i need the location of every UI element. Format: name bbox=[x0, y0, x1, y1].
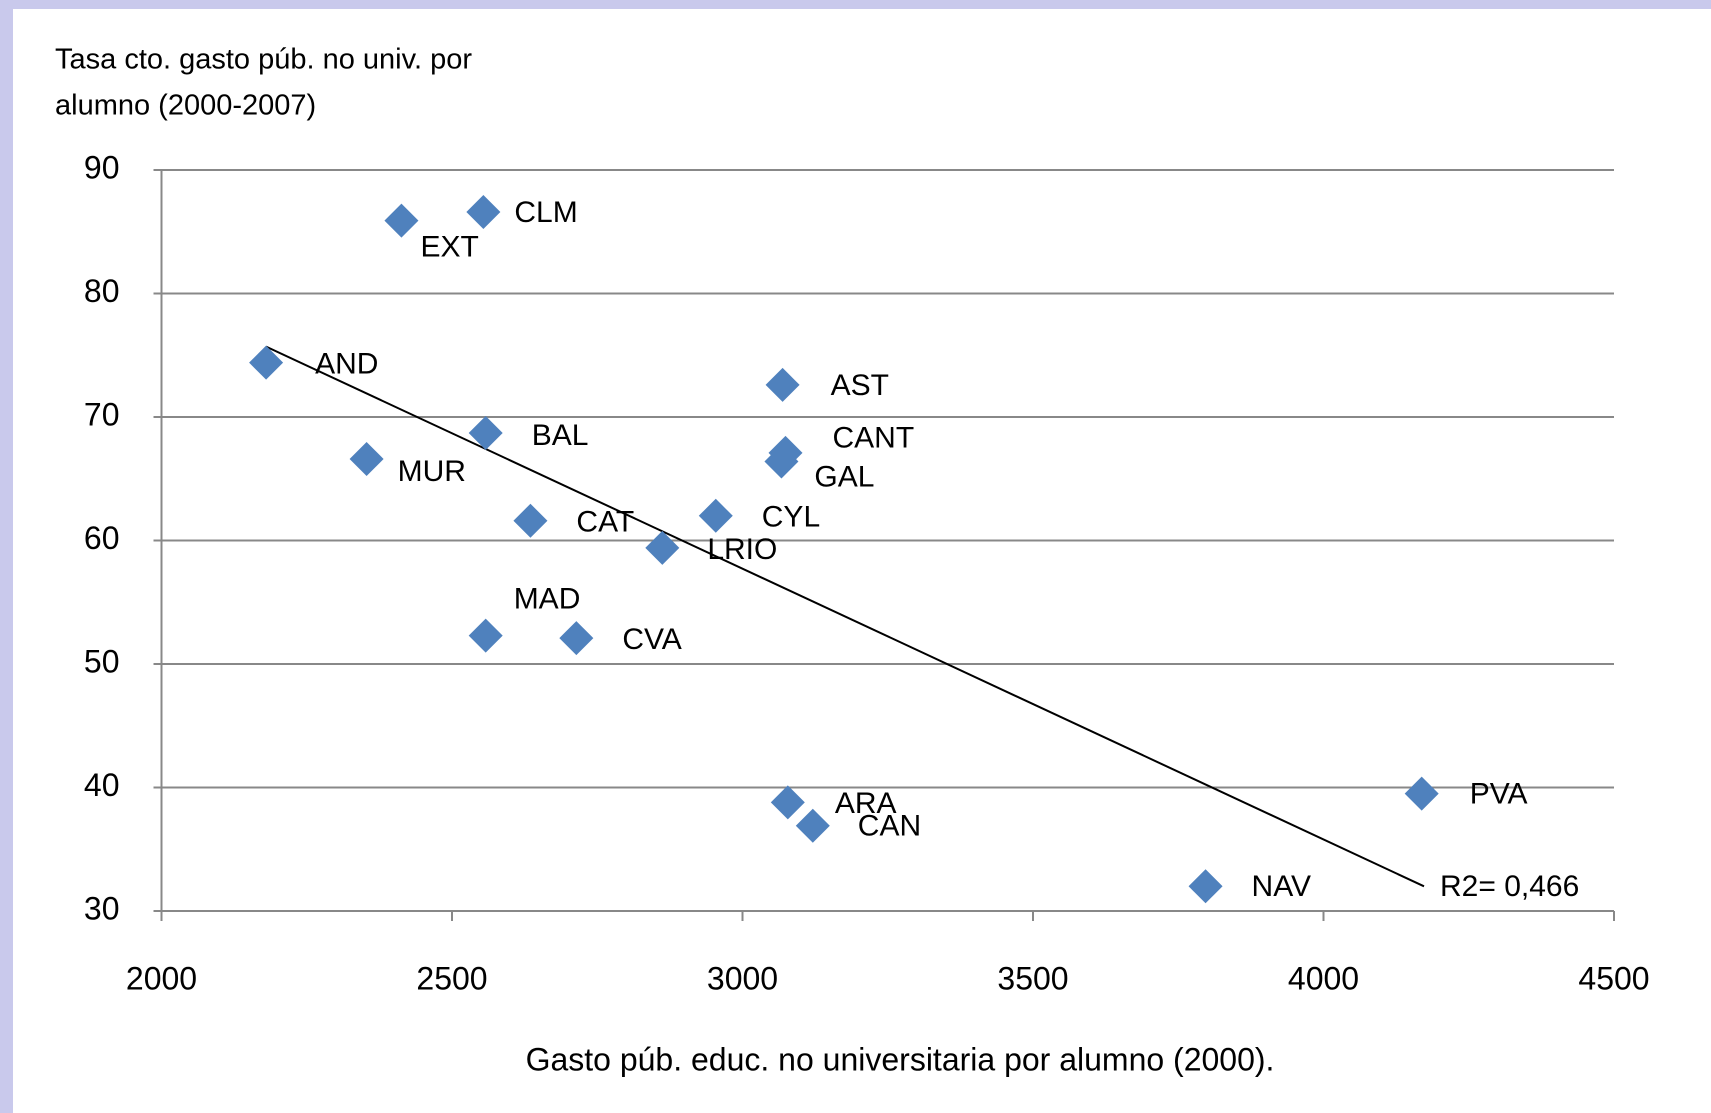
y-tick-label: 80 bbox=[84, 273, 120, 309]
point bbox=[249, 345, 284, 380]
x-tick-label: 2500 bbox=[416, 960, 487, 996]
point bbox=[770, 785, 805, 820]
y-axis-title: alumno (2000-2007) bbox=[55, 90, 316, 122]
point bbox=[466, 194, 501, 229]
point-label: ARA bbox=[835, 787, 897, 820]
point bbox=[513, 503, 548, 538]
x-axis-title: Gasto púb. educ. no universitaria por al… bbox=[526, 1041, 1275, 1077]
point-label: MUR bbox=[398, 455, 466, 488]
trend-line bbox=[265, 345, 1425, 888]
x-tick-label: 4000 bbox=[1288, 960, 1359, 996]
x-tick-label: 2000 bbox=[126, 960, 197, 996]
point bbox=[349, 441, 384, 476]
point-label: CANT bbox=[832, 422, 914, 455]
point-label: GAL bbox=[814, 460, 874, 493]
x-tick-label: 4500 bbox=[1578, 960, 1649, 996]
y-tick-label: 50 bbox=[84, 643, 120, 679]
point bbox=[384, 203, 419, 238]
point bbox=[645, 530, 680, 565]
point-label: CYL bbox=[762, 501, 820, 534]
annotation: R2= 0,466 bbox=[1440, 870, 1579, 903]
point-label: AND bbox=[315, 348, 378, 381]
y-tick-label: 40 bbox=[84, 767, 120, 803]
point bbox=[795, 808, 830, 843]
point bbox=[468, 416, 503, 451]
point-label: BAL bbox=[532, 419, 589, 452]
x-tick-label: 3500 bbox=[997, 960, 1068, 996]
y-tick-label: 30 bbox=[84, 890, 120, 926]
y-tick-label: 90 bbox=[84, 149, 120, 185]
point-label: EXT bbox=[420, 231, 478, 264]
y-axis-title: Tasa cto. gasto púb. no univ. por bbox=[55, 44, 472, 76]
y-tick-label: 60 bbox=[84, 520, 120, 556]
point bbox=[698, 498, 733, 533]
point-label: MAD bbox=[514, 583, 581, 616]
chart-area bbox=[13, 9, 1711, 1113]
point bbox=[765, 367, 800, 402]
point-label: LRIO bbox=[707, 533, 777, 566]
point-label: NAV bbox=[1252, 870, 1311, 903]
point-label: CAT bbox=[576, 506, 634, 539]
point bbox=[1404, 776, 1439, 811]
point-label: CVA bbox=[622, 623, 681, 656]
y-tick-label: 70 bbox=[84, 396, 120, 432]
point-label: CLM bbox=[514, 196, 577, 229]
point-label: AST bbox=[831, 369, 889, 402]
point-label: PVA bbox=[1470, 778, 1528, 811]
point bbox=[764, 444, 799, 479]
x-tick-label: 3000 bbox=[707, 960, 778, 996]
point-label: CAN bbox=[858, 810, 921, 843]
point bbox=[559, 621, 594, 656]
point bbox=[1188, 869, 1223, 904]
point bbox=[468, 618, 503, 653]
